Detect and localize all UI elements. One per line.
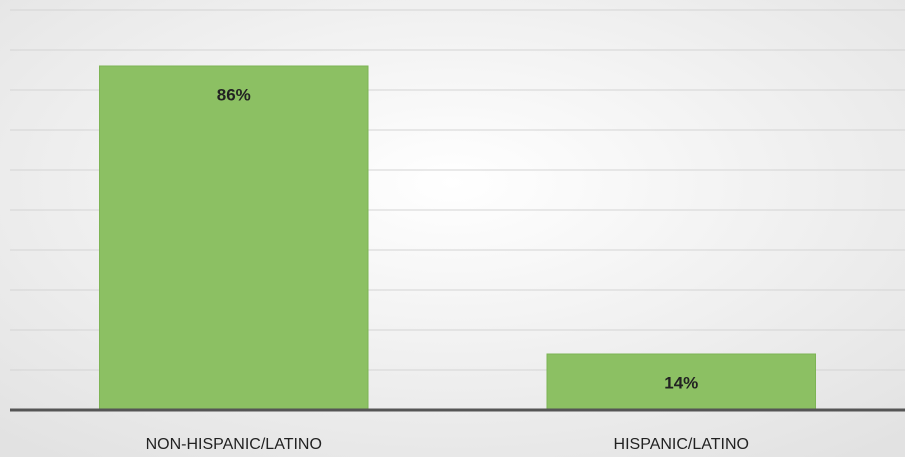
value-label: 86% — [217, 85, 251, 104]
x-tick-label: HISPANIC/LATINO — [614, 436, 749, 453]
bar — [546, 353, 816, 411]
bar — [99, 65, 369, 411]
value-label: 14% — [664, 373, 698, 392]
x-tick-label: NON-HISPANIC/LATINO — [146, 436, 322, 453]
